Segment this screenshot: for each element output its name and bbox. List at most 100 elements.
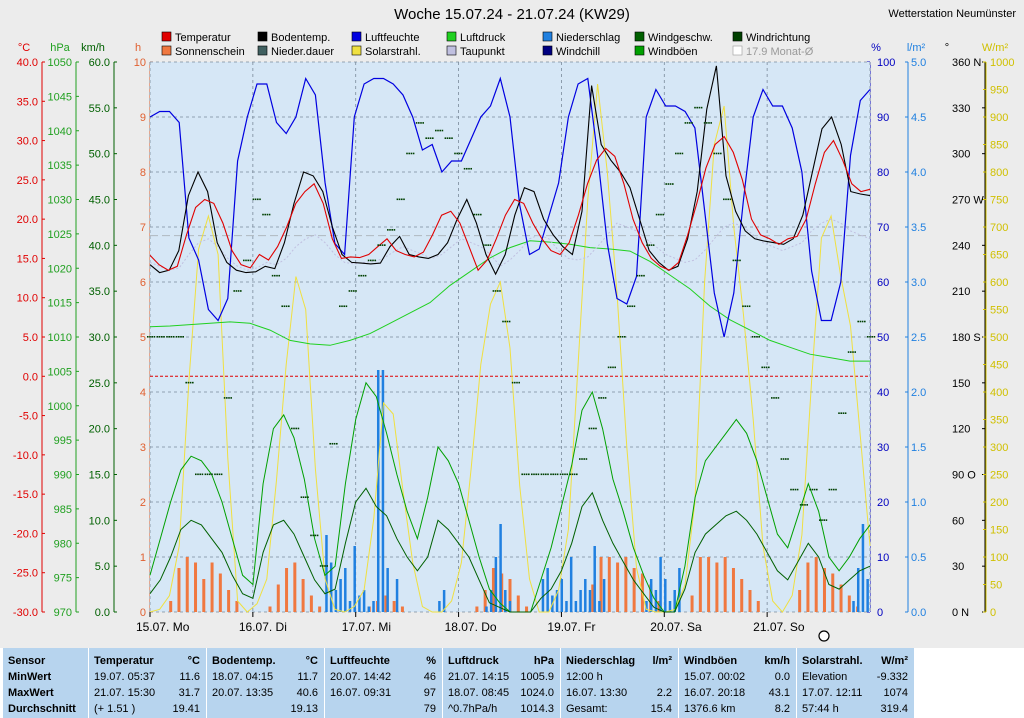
wind-direction-dot [262,213,264,216]
axis-tick-label: 10 [877,552,889,564]
wind-direction-dot [252,198,255,201]
rain-bar [560,579,564,612]
axis-tick-label: -10.0 [13,450,38,462]
axis-tick-label: 750 [990,195,1008,207]
sunshine-bar [169,601,173,612]
wind-direction-dot [393,229,396,231]
axis-tick-label: 550 [990,305,1008,317]
x-tick-label: 17.07. Mi [342,620,391,634]
axis-tick-label: 360 N [952,57,981,69]
station-name: Wetterstation Neumünster [888,8,1016,20]
stats-cell: 18.07. 08:45 [448,687,510,699]
wind-direction-dot [266,213,269,216]
axis-tick-label: 300 [990,442,1008,454]
wind-direction-dot [343,305,345,308]
wind-direction-dot [655,213,658,216]
rain-bar [489,590,493,612]
legend-swatch [446,31,457,42]
wind-direction-dot [324,565,326,567]
axis-tick-label: 80 [877,167,889,179]
wind-direction-dot [180,336,182,338]
wind-direction-dot [220,473,223,476]
wind-direction-dot [300,496,303,499]
axis-tick-label: 5 [140,332,146,344]
wind-direction-dot [497,290,499,292]
wind-direction-dot [355,290,357,292]
wind-direction-dot [857,320,859,323]
sunshine-bar [822,568,826,612]
wind-direction-dot [710,122,712,124]
wind-direction-dot [446,137,449,139]
wind-direction-dot [499,290,501,292]
wind-direction-dot [691,122,693,124]
sunshine-bar [309,595,313,612]
wind-direction-dot [819,519,821,521]
sunshine-bar [210,562,214,612]
wind-direction-dot [667,183,670,185]
wind-direction-dot [768,366,770,369]
wind-direction-dot [598,397,600,399]
axis-tick-label: 350 [990,415,1008,427]
wind-direction-dot [521,473,523,476]
axis-tick-label: 400 [990,387,1008,399]
solar-radiation-line [149,83,871,613]
stats-cell: 21.07. 15:30 [94,687,156,699]
sunshine-bar [318,606,322,612]
rain-bar [362,590,366,612]
rain-bar [673,590,676,612]
wind-direction-dot [554,473,557,476]
wind-direction-dot [821,519,823,521]
stats-cell: 15.4 [650,703,672,715]
axis-tick-label: 5.0 [911,57,926,69]
wind-direction-dot [833,488,835,491]
stats-column: Sensor MinWert MaxWert Durchschnitt [3,648,89,718]
legend-swatch [446,45,457,56]
rain-bar [659,557,662,612]
rain-bar [353,546,356,612]
wind-direction-dot [170,336,173,338]
axis-tick-label: 40.0 [17,57,38,69]
axis-tick-label: 1.0 [911,497,926,509]
axis-unit: l/m² [907,42,926,54]
wind-direction-dot [201,473,204,476]
axis-tick-label: 300 [952,149,970,161]
wind-direction-dot [746,305,749,308]
stats-cell: 97 [423,687,436,699]
rain-bar [499,524,502,612]
axis-tick-label: 25.0 [89,378,110,390]
wind-direction-dot [192,381,194,384]
legend-swatch [542,45,553,56]
axis-tick-label: 1045 [48,91,72,103]
wind-direction-dot [816,488,818,491]
wind-direction-dot [206,473,209,476]
rain-bar [438,601,441,612]
stats-column: Windböen km/h 15.07. 00:02 0.0 16.07. 20:18 4… [679,648,797,718]
wind-direction-dot [787,458,789,460]
wind-direction-dot [235,290,238,292]
wind-direction-dot [771,397,773,399]
wind-direction-dot [435,129,437,132]
axis-tick-label: 25.0 [17,175,38,187]
axis-tick-label: 1020 [48,263,72,275]
x-tick-label: 16.07. Di [239,620,287,634]
rain-bar [367,606,371,612]
y-axes: 40.035.030.025.020.015.010.05.00.0-5.0-1… [13,57,1015,619]
wind-direction-dot [725,198,727,201]
wind-direction-dot [422,122,424,124]
legend-label: Luftdruck [460,32,506,44]
wind-direction-dot [374,259,376,262]
sunshine-bar [268,606,272,612]
sunshine-bar [227,590,231,612]
rain-bar [569,557,573,612]
wind-direction-dot [511,381,514,384]
wind-direction-dot [737,259,739,262]
wind-direction-dot [619,336,622,338]
wind-direction-dot [285,305,288,308]
wind-direction-dot [161,336,163,338]
legend: Temperatur Sonnenschein Bodentemp. Nieder.d… [161,31,814,58]
wind-direction-dot [364,274,367,277]
axis-tick-label: 995 [54,435,72,447]
wind-direction-dot [291,427,293,430]
wind-direction-dot [715,152,718,155]
wind-direction-dot [178,336,180,338]
